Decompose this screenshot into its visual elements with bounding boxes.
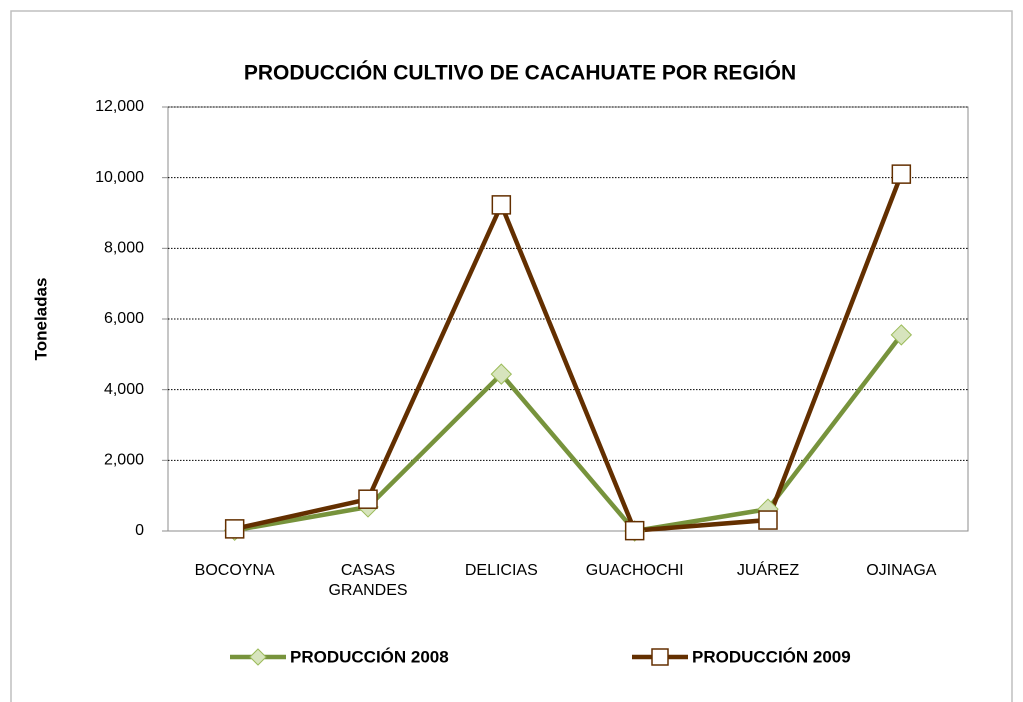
y-tick-label: 12,000 xyxy=(95,98,144,115)
legend-label: PRODUCCIÓN 2008 xyxy=(290,647,449,666)
series-line xyxy=(234,333,904,534)
x-tick-label: JUÁREZ xyxy=(736,562,800,579)
data-point xyxy=(891,164,912,184)
legend-label: PRODUCCIÓN 2009 xyxy=(692,647,851,666)
y-tick-label: 0 xyxy=(135,522,144,539)
series-line xyxy=(234,173,904,533)
legend-marker xyxy=(249,648,267,666)
data-point xyxy=(358,489,378,509)
y-tick-label: 4,000 xyxy=(104,381,144,398)
y-tick-label: 10,000 xyxy=(95,169,144,186)
data-point xyxy=(758,510,778,530)
legend-marker xyxy=(651,648,669,666)
data-point xyxy=(490,363,513,385)
x-tick-label: CASAS GRANDES xyxy=(328,562,408,599)
data-point xyxy=(491,195,512,215)
y-tick-label: 2,000 xyxy=(104,452,144,469)
x-tick-label: GUACHOCHI xyxy=(585,562,684,579)
y-axis-label: Toneladas xyxy=(31,278,50,361)
data-point xyxy=(890,324,913,346)
y-tick-label: 8,000 xyxy=(104,240,144,257)
x-tick-label: OJINAGA xyxy=(866,562,937,579)
data-point xyxy=(624,520,645,541)
x-tick-label: DELICIAS xyxy=(464,562,538,579)
x-tick-label: BOCOYNA xyxy=(194,562,275,579)
data-point xyxy=(224,519,245,539)
chart-border xyxy=(10,10,1013,702)
chart-title: PRODUCCIÓN CULTIVO DE CACAHUATE POR REGI… xyxy=(244,61,796,85)
y-tick-label: 6,000 xyxy=(104,310,144,327)
